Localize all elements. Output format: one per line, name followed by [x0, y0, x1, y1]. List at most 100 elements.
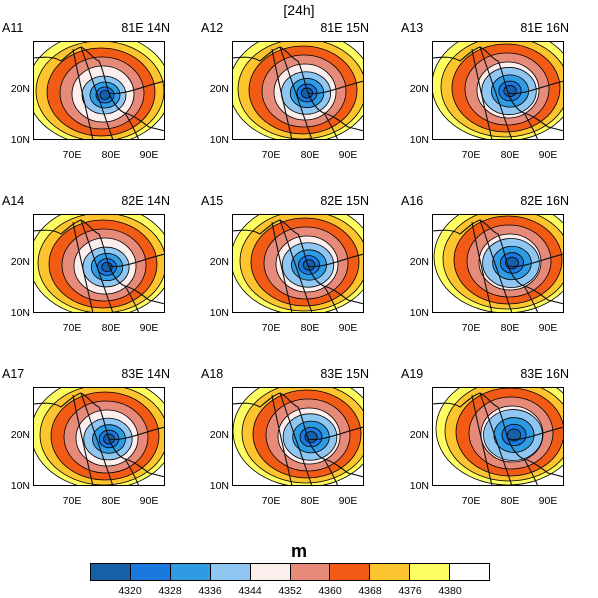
colorbar-tick-label: 4344: [238, 585, 262, 597]
figure-title: [24h]: [283, 2, 315, 18]
y-axis-label: 10N: [409, 307, 429, 319]
y-axis-label: 20N: [209, 429, 229, 441]
country-border: [479, 392, 513, 486]
country-border: [523, 285, 539, 313]
country-border: [72, 48, 94, 140]
plot-frame: [232, 214, 364, 313]
x-axis-label: 80E: [101, 149, 121, 161]
colorbar: [90, 563, 490, 581]
x-axis-label: 90E: [538, 322, 558, 334]
country-border: [271, 221, 293, 313]
country-border: [323, 112, 339, 140]
panel-id: A15: [201, 194, 224, 208]
map-panel-a18: A18 83E 15N 20N 10N 70E 80E 90E: [199, 367, 369, 537]
contour-map: [432, 41, 564, 140]
contour-map: [432, 387, 564, 486]
map-panel-a16: A16 82E 16N 20N 10N 70E 80E 90E: [399, 194, 569, 364]
country-border: [307, 80, 364, 95]
x-axis-label: 90E: [139, 322, 159, 334]
x-axis-label: 70E: [62, 149, 82, 161]
map-panel-a19: A19 83E 16N 20N 10N 70E 80E 90E: [399, 367, 569, 537]
panel-title: A12 81E 15N: [199, 21, 369, 37]
colorbar-swatch: [370, 564, 411, 580]
x-axis-label: 80E: [300, 495, 320, 507]
panel-location: 81E 14N: [121, 21, 170, 35]
x-axis-label: 70E: [62, 495, 82, 507]
contour-map: [432, 214, 564, 313]
x-axis-label: 80E: [101, 322, 121, 334]
country-border: [523, 112, 539, 140]
panel-title: A13 81E 16N: [399, 21, 569, 37]
map-panel-a14: A14 82E 14N 20N 10N 70E 80E 90E: [0, 194, 170, 364]
country-border: [471, 221, 493, 313]
contour-map: [232, 41, 364, 140]
map-panel-a17: A17 83E 14N 20N 10N 70E 80E 90E: [0, 367, 170, 537]
country-border: [72, 221, 94, 313]
colorbar-swatch: [450, 564, 490, 580]
plot-frame: [33, 214, 165, 313]
y-axis-label: 10N: [409, 480, 429, 492]
colorbar-swatch: [410, 564, 451, 580]
y-axis-label: 10N: [409, 134, 429, 146]
colorbar-swatch: [290, 564, 331, 580]
colorbar-swatch: [170, 564, 211, 580]
colorbar-swatch: [210, 564, 251, 580]
panel-id: A11: [2, 21, 24, 35]
panel-title: A17 83E 14N: [0, 367, 170, 383]
x-axis-label: 80E: [500, 149, 520, 161]
colorbar-swatch: [250, 564, 291, 580]
y-axis-label: 20N: [409, 83, 429, 95]
y-axis-label: 10N: [10, 307, 30, 319]
x-axis-label: 80E: [500, 322, 520, 334]
country-border: [279, 219, 313, 313]
country-border: [507, 80, 564, 95]
panel-id: A17: [2, 367, 25, 381]
y-axis-label: 20N: [10, 83, 30, 95]
country-border: [108, 80, 165, 95]
country-border: [523, 458, 539, 486]
panel-id: A16: [401, 194, 424, 208]
colorbar-swatch: [91, 564, 131, 580]
colorbar-tick-label: 4320: [118, 585, 142, 597]
country-border: [108, 426, 165, 441]
country-border: [323, 285, 339, 313]
panel-title: A16 82E 16N: [399, 194, 569, 210]
colorbar-swatch: [130, 564, 171, 580]
country-border: [124, 458, 140, 486]
panel-location: 83E 15N: [320, 367, 369, 381]
colorbar-tick-label: 4328: [158, 585, 182, 597]
country-border: [124, 112, 140, 140]
country-border: [72, 394, 94, 486]
plot-frame: [33, 387, 165, 486]
country-border: [124, 285, 140, 313]
x-axis-label: 90E: [338, 495, 358, 507]
plot-frame: [432, 387, 564, 486]
x-axis-label: 90E: [338, 322, 358, 334]
y-axis-label: 20N: [209, 83, 229, 95]
y-axis-label: 20N: [409, 256, 429, 268]
map-panel-a13: A13 81E 16N 20N 10N 70E 80E 90E: [399, 21, 569, 191]
panel-location: 81E 16N: [520, 21, 569, 35]
plot-frame: [432, 214, 564, 313]
country-border: [323, 458, 339, 486]
x-axis-label: 90E: [139, 495, 159, 507]
country-border: [479, 219, 513, 313]
x-axis-label: 90E: [338, 149, 358, 161]
country-border: [80, 219, 114, 313]
contour-level-8: [302, 259, 316, 271]
panel-location: 82E 15N: [320, 194, 369, 208]
panel-id: A19: [401, 367, 424, 381]
panel-title: A14 82E 14N: [0, 194, 170, 210]
country-border: [271, 394, 293, 486]
country-border: [479, 46, 513, 140]
panel-id: A18: [201, 367, 224, 381]
plot-frame: [232, 41, 364, 140]
y-axis-label: 20N: [209, 256, 229, 268]
panel-title: A15 82E 15N: [199, 194, 369, 210]
country-border: [471, 394, 493, 486]
x-axis-label: 90E: [139, 149, 159, 161]
panel-location: 82E 16N: [520, 194, 569, 208]
x-axis-label: 70E: [461, 149, 481, 161]
country-border: [307, 426, 364, 441]
colorbar-units: m: [290, 541, 307, 561]
